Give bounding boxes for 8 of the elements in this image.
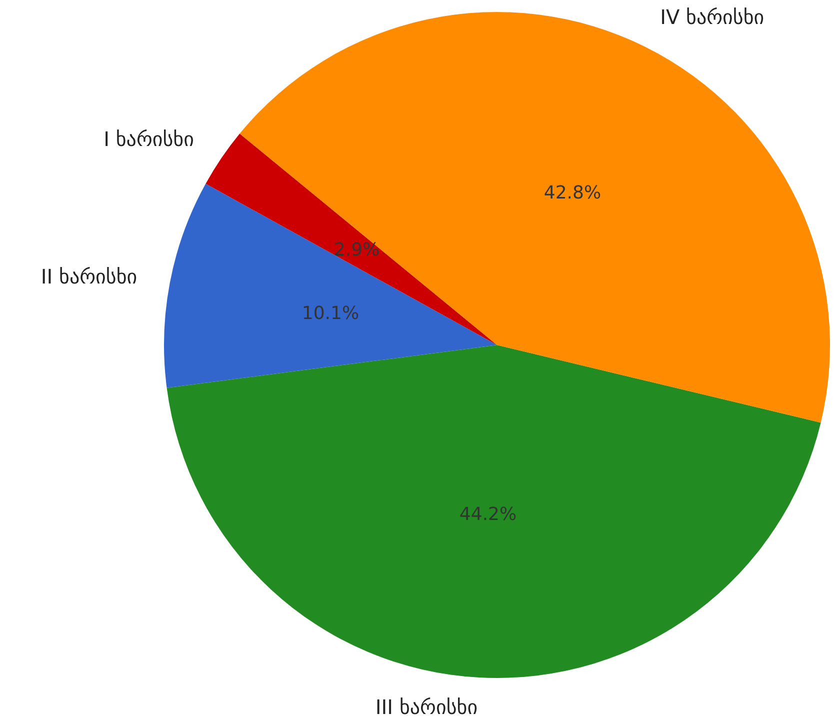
data-label: 2.9% [334, 239, 380, 260]
slice-label: II ხარისხი [40, 264, 138, 288]
slice-label: III ხარისხი [375, 695, 478, 719]
data-label: 42.8% [544, 182, 602, 204]
slice-label: IV ხარისხი [660, 5, 764, 30]
data-label: 44.2% [459, 504, 517, 525]
data-label: 10.1% [302, 302, 360, 324]
slice-label: I ხარისხი [104, 127, 194, 152]
